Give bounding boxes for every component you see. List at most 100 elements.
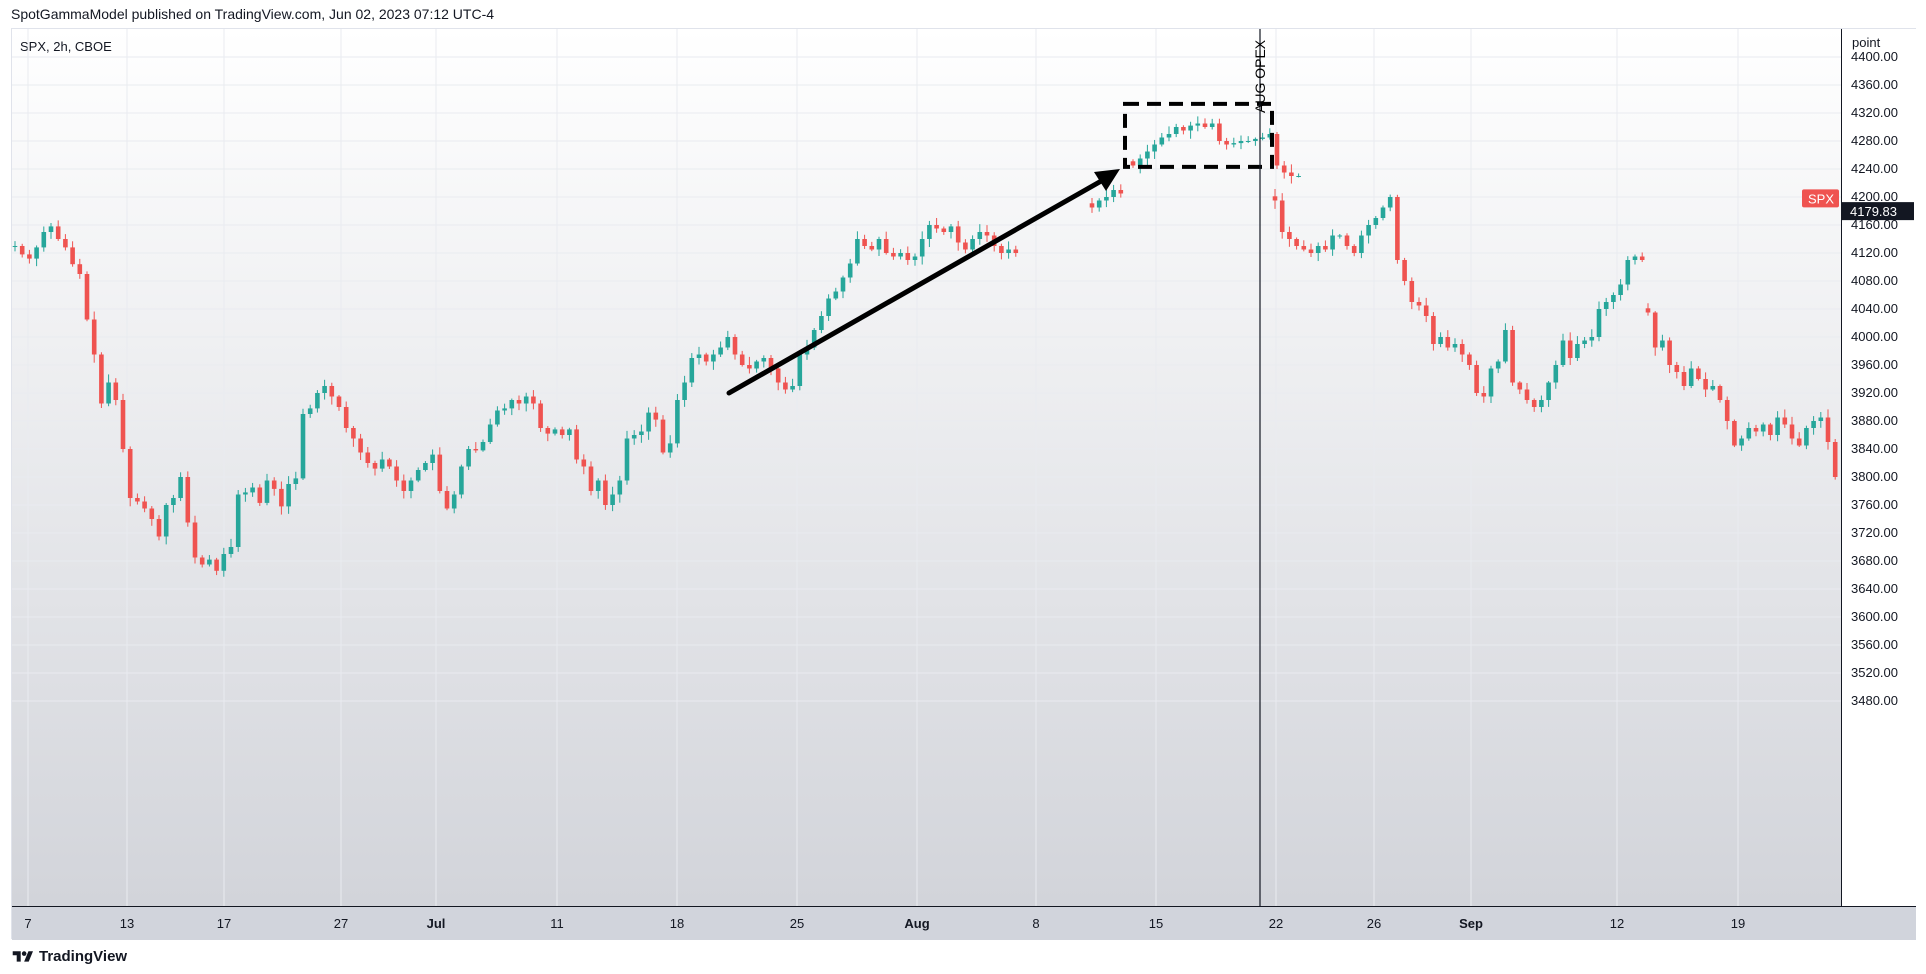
candle-body[interactable] xyxy=(459,466,464,495)
candle-body[interactable] xyxy=(120,400,126,449)
x-tick-label[interactable]: 8 xyxy=(1032,916,1039,931)
candle-body[interactable] xyxy=(855,239,860,264)
y-tick-label[interactable]: 3640.00 xyxy=(1851,581,1898,596)
candle-body[interactable] xyxy=(1710,386,1716,390)
candle-body[interactable] xyxy=(1696,368,1701,380)
candle-body[interactable] xyxy=(329,386,335,397)
candle-body[interactable] xyxy=(1245,141,1251,142)
x-tick-label[interactable]: Sep xyxy=(1459,916,1483,931)
y-tick-label[interactable]: 4040.00 xyxy=(1851,301,1898,316)
candle-body[interactable] xyxy=(1224,141,1229,145)
candle-body[interactable] xyxy=(682,382,687,401)
candle-body[interactable] xyxy=(1445,337,1451,348)
candle-body[interactable] xyxy=(307,408,313,414)
y-tick-label[interactable]: 4080.00 xyxy=(1851,273,1898,288)
x-tick-label[interactable]: 25 xyxy=(790,916,804,931)
candle-body[interactable] xyxy=(502,408,507,411)
candle-body[interactable] xyxy=(1287,232,1292,239)
candle-body[interactable] xyxy=(185,477,191,523)
candle-body[interactable] xyxy=(264,480,270,503)
candle-body[interactable] xyxy=(984,232,990,236)
candle-body[interactable] xyxy=(1739,438,1744,446)
candle-body[interactable] xyxy=(1337,235,1343,237)
y-tick-label[interactable]: 3880.00 xyxy=(1851,413,1898,428)
candle-body[interactable] xyxy=(768,358,774,369)
candle-body[interactable] xyxy=(91,319,97,355)
candle-body[interactable] xyxy=(574,429,579,460)
candle-body[interactable] xyxy=(1387,197,1393,208)
candle-body[interactable] xyxy=(430,454,435,463)
candle-body[interactable] xyxy=(1195,123,1201,126)
candle-body[interactable] xyxy=(840,277,846,292)
candle-body[interactable] xyxy=(869,246,875,250)
candle-body[interactable] xyxy=(970,239,975,250)
candle-body[interactable] xyxy=(1438,337,1443,344)
candle-body[interactable] xyxy=(1289,172,1294,177)
candle-body[interactable] xyxy=(1753,428,1759,432)
candle-body[interactable] xyxy=(905,253,911,260)
candlestick-chart[interactable]: 4400.00 4360.00 4320.00 4280.00 4240.00 4200.… xyxy=(12,29,1916,939)
candle-body[interactable] xyxy=(811,330,817,348)
candle-body[interactable] xyxy=(696,354,702,359)
candle-body[interactable] xyxy=(1130,161,1136,166)
candle-body[interactable] xyxy=(1272,196,1278,201)
candle-body[interactable] xyxy=(1402,260,1407,281)
candle-body[interactable] xyxy=(1503,330,1508,362)
candle-body[interactable] xyxy=(1546,382,1551,401)
y-tick-label[interactable]: 4000.00 xyxy=(1851,329,1898,344)
y-tick-label[interactable]: 3800.00 xyxy=(1851,469,1898,484)
candle-body[interactable] xyxy=(1652,312,1658,348)
candle-body[interactable] xyxy=(401,480,407,492)
candle-body[interactable] xyxy=(689,358,695,383)
candle-body[interactable] xyxy=(675,400,680,444)
candle-body[interactable] xyxy=(1279,200,1285,233)
x-tick-label[interactable]: 12 xyxy=(1610,916,1624,931)
candle-body[interactable] xyxy=(1645,308,1651,313)
candle-body[interactable] xyxy=(1481,393,1487,397)
candle-body[interactable] xyxy=(1344,235,1350,247)
x-tick-label[interactable]: 19 xyxy=(1731,916,1745,931)
candle-body[interactable] xyxy=(1575,344,1580,358)
candle-body[interactable] xyxy=(1717,386,1723,400)
y-tick-label[interactable]: 3840.00 xyxy=(1851,441,1898,456)
candle-body[interactable] xyxy=(1330,235,1335,250)
candle-body[interactable] xyxy=(1145,151,1150,159)
y-tick-label[interactable]: 3560.00 xyxy=(1851,637,1898,652)
candle-body[interactable] xyxy=(1688,368,1694,387)
candle-body[interactable] xyxy=(1618,284,1623,296)
candle-body[interactable] xyxy=(1467,354,1472,366)
candle-body[interactable] xyxy=(977,232,983,239)
candle-body[interactable] xyxy=(41,232,47,248)
candle-body[interactable] xyxy=(171,498,176,505)
y-tick-label[interactable]: 4120.00 xyxy=(1851,245,1898,260)
candle-body[interactable] xyxy=(761,358,767,362)
candle-body[interactable] xyxy=(315,393,320,409)
candle-body[interactable] xyxy=(1231,143,1237,145)
candle-body[interactable] xyxy=(948,226,954,232)
candle-body[interactable] xyxy=(1315,246,1321,253)
y-tick-label[interactable]: 3760.00 xyxy=(1851,497,1898,512)
candle-body[interactable] xyxy=(1681,372,1687,386)
candle-body[interactable] xyxy=(1006,249,1011,254)
candle-body[interactable] xyxy=(1603,302,1609,309)
candle-body[interactable] xyxy=(1359,235,1364,254)
trend-arrow-head[interactable] xyxy=(1094,169,1120,191)
candle-body[interactable] xyxy=(516,400,522,404)
candle-body[interactable] xyxy=(1760,424,1766,432)
candle-body[interactable] xyxy=(1639,256,1645,261)
candle-body[interactable] xyxy=(1474,365,1479,393)
candle-body[interactable] xyxy=(919,239,925,257)
candle-body[interactable] xyxy=(595,480,601,492)
x-tick-label[interactable]: 22 xyxy=(1269,916,1283,931)
candle-body[interactable] xyxy=(27,254,32,259)
candle-body[interactable] xyxy=(1510,330,1515,383)
candle-body[interactable] xyxy=(1089,203,1095,208)
candle-body[interactable] xyxy=(1181,127,1186,131)
candle-body[interactable] xyxy=(898,253,903,257)
candle-body[interactable] xyxy=(545,428,551,434)
candle-body[interactable] xyxy=(257,487,263,503)
tradingview-logo-icon[interactable] xyxy=(11,949,35,965)
candle-body[interactable] xyxy=(1409,281,1415,302)
last-price-badge[interactable] xyxy=(1842,202,1914,221)
candle-body[interactable] xyxy=(1013,249,1019,254)
